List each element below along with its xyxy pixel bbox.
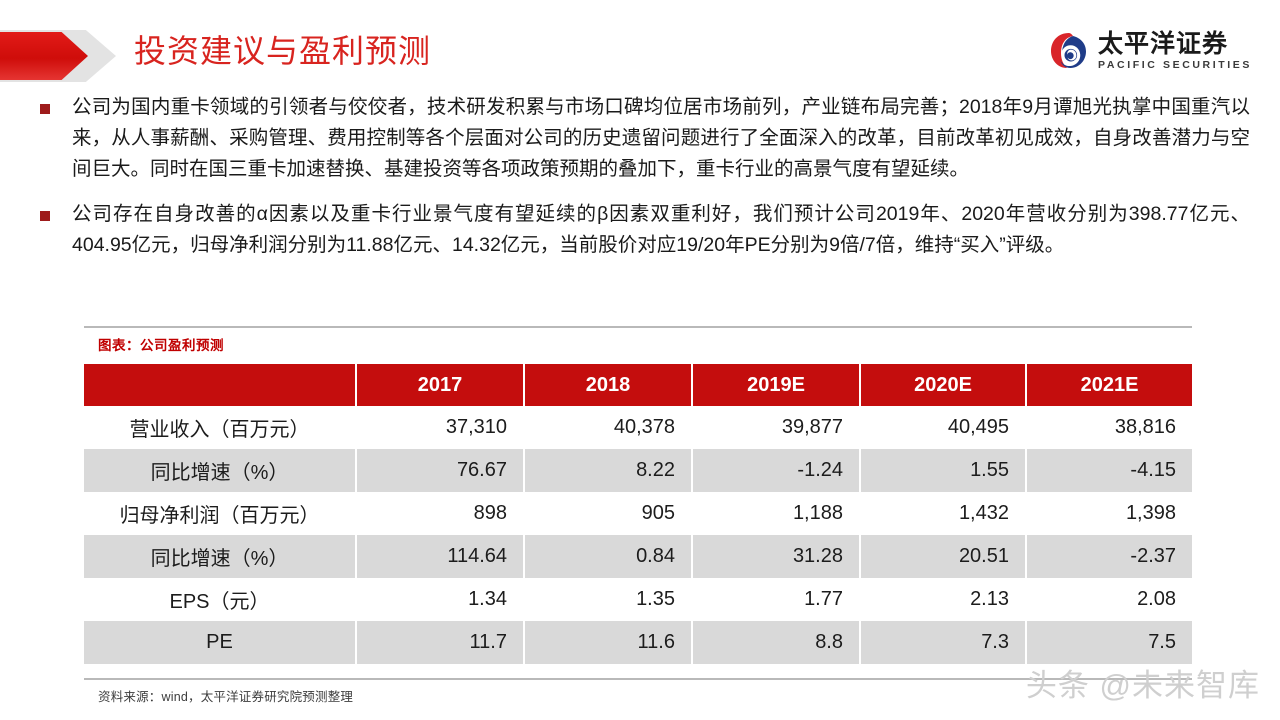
row-value: 7.3 <box>860 621 1027 664</box>
row-value: 20.51 <box>860 535 1027 578</box>
row-value: 1.34 <box>356 578 525 621</box>
row-value: 1,398 <box>1026 492 1192 535</box>
table-top-divider <box>84 326 1192 328</box>
row-value: 38,816 <box>1026 406 1192 449</box>
row-label: PE <box>84 621 357 664</box>
row-value: 1.55 <box>860 449 1027 492</box>
bullet-item: 公司存在自身改善的α因素以及重卡行业景气度有望延续的β因素双重利好，我们预计公司… <box>0 199 1280 261</box>
row-value: 37,310 <box>356 406 525 449</box>
row-value: 11.7 <box>356 621 525 664</box>
profit-forecast-table: 2017 2018 2019E 2020E 2021E 营业收入（百万元） 37… <box>84 364 1192 664</box>
row-value: 1,432 <box>860 492 1027 535</box>
row-value: 7.5 <box>1026 621 1192 664</box>
row-label: 同比增速（%） <box>84 535 357 578</box>
row-value: 40,378 <box>524 406 693 449</box>
row-value: 39,877 <box>692 406 861 449</box>
logo-name-cn: 太平洋证券 <box>1098 30 1229 58</box>
row-value: 1.35 <box>524 578 693 621</box>
row-value: 8.22 <box>524 449 693 492</box>
row-value: 40,495 <box>860 406 1027 449</box>
table-header-cell-2018: 2018 <box>524 364 693 406</box>
table-bottom-divider <box>84 678 1192 680</box>
row-value: 8.8 <box>692 621 861 664</box>
row-value: 1,188 <box>692 492 861 535</box>
row-value: 905 <box>524 492 693 535</box>
table-row: 归母净利润（百万元） 898 905 1,188 1,432 1,398 <box>84 492 1192 535</box>
row-value: -1.24 <box>692 449 861 492</box>
bullet-text: 公司存在自身改善的α因素以及重卡行业景气度有望延续的β因素双重利好，我们预计公司… <box>72 203 1250 256</box>
row-label: EPS（元） <box>84 578 357 621</box>
square-bullet-icon <box>40 211 50 221</box>
row-value: 898 <box>356 492 525 535</box>
table-row: 同比增速（%） 114.64 0.84 31.28 20.51 -2.37 <box>84 535 1192 578</box>
logo-name-en: PACIFIC SECURITIES <box>1098 59 1252 71</box>
row-value: -4.15 <box>1026 449 1192 492</box>
table-header-cell-2020e: 2020E <box>860 364 1027 406</box>
brand-logo: 太平洋证券 PACIFIC SECURITIES <box>1049 28 1252 74</box>
row-value: -2.37 <box>1026 535 1192 578</box>
page-title: 投资建议与盈利预测 <box>134 33 432 69</box>
row-value: 1.77 <box>692 578 861 621</box>
table-header-row: 2017 2018 2019E 2020E 2021E <box>84 364 1192 406</box>
table-row: PE 11.7 11.6 8.8 7.3 7.5 <box>84 621 1192 664</box>
bullet-text: 公司为国内重卡领域的引领者与佼佼者，技术研发积累与市场口碑均位居市场前列，产业链… <box>72 96 1250 180</box>
table-caption: 图表：公司盈利预测 <box>98 338 224 353</box>
row-value: 31.28 <box>692 535 861 578</box>
square-bullet-icon <box>40 104 50 114</box>
table-header-cell-2021e: 2021E <box>1026 364 1192 406</box>
profit-forecast-table-block: 图表：公司盈利预测 2017 2018 2019E 2020E 2021E 营业… <box>84 326 1192 705</box>
row-value: 11.6 <box>524 621 693 664</box>
row-value: 2.13 <box>860 578 1027 621</box>
row-value: 0.84 <box>524 535 693 578</box>
slide-header: 投资建议与盈利预测 太平洋证券 PACIFIC SECURITIES <box>0 0 1280 92</box>
table-source-note: 资料来源：wind，太平洋证券研究院预测整理 <box>98 690 354 704</box>
row-label: 归母净利润（百万元） <box>84 492 357 535</box>
table-row: 营业收入（百万元） 37,310 40,378 39,877 40,495 38… <box>84 406 1192 449</box>
row-value: 76.67 <box>356 449 525 492</box>
logo-wordmarks: 太平洋证券 PACIFIC SECURITIES <box>1098 30 1252 72</box>
table-row: 同比增速（%） 76.67 8.22 -1.24 1.55 -4.15 <box>84 449 1192 492</box>
row-value: 114.64 <box>356 535 525 578</box>
table-header-cell-2019e: 2019E <box>692 364 861 406</box>
row-value: 2.08 <box>1026 578 1192 621</box>
bullet-item: 公司为国内重卡领域的引领者与佼佼者，技术研发积累与市场口碑均位居市场前列，产业链… <box>0 92 1280 185</box>
table-row: EPS（元） 1.34 1.35 1.77 2.13 2.08 <box>84 578 1192 621</box>
table-header-cell-2017: 2017 <box>356 364 525 406</box>
row-label: 同比增速（%） <box>84 449 357 492</box>
title-banner-chevron <box>0 30 300 82</box>
row-label: 营业收入（百万元） <box>84 406 357 449</box>
table-header-cell-label <box>84 364 357 406</box>
bullet-list: 公司为国内重卡领域的引领者与佼佼者，技术研发积累与市场口碑均位居市场前列，产业链… <box>0 92 1280 275</box>
pacific-securities-spiral-icon <box>1049 31 1089 71</box>
